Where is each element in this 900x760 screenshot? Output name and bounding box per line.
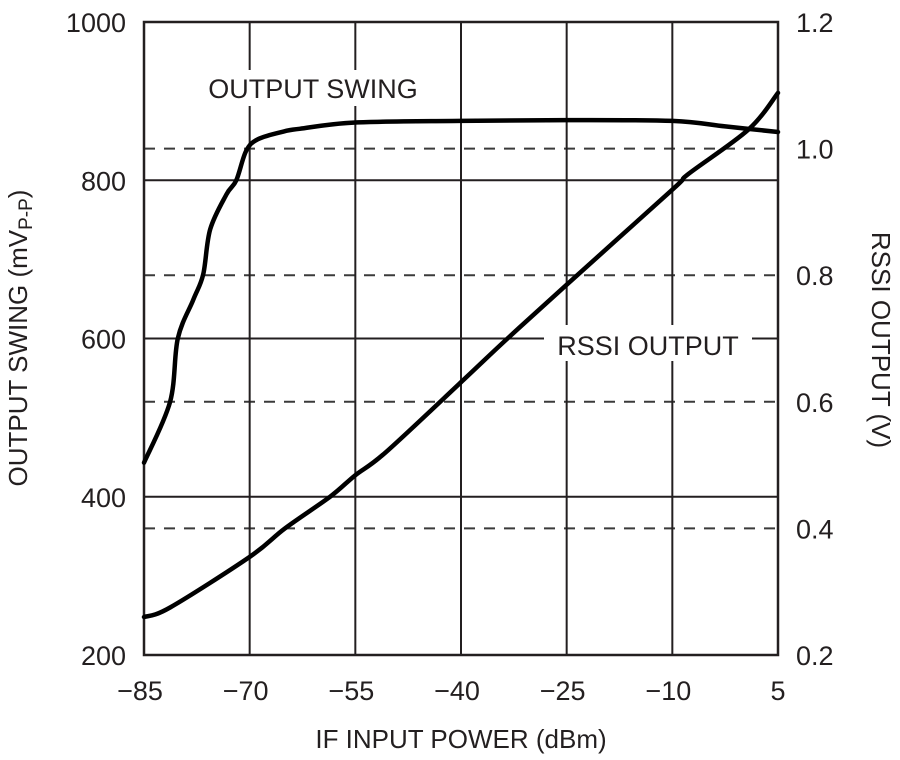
tick-x--85: −85 <box>117 676 163 706</box>
output-swing-curve-label: OUTPUT SWING <box>208 74 418 104</box>
right-y-axis-title: RSSI OUTPUT (V) <box>866 232 896 448</box>
left-y-axis-title-subscript: P-P <box>16 198 37 230</box>
tick-x--40: −40 <box>434 676 480 706</box>
rssi-output-curve-label: RSSI OUTPUT <box>557 331 739 361</box>
left-y-axis-tick-labels: 200 400 600 800 1000 <box>66 8 126 671</box>
output-swing-label-background <box>196 70 432 106</box>
tick-x--70: −70 <box>223 676 269 706</box>
tick-left-1000: 1000 <box>66 8 126 38</box>
tick-x-5: 5 <box>770 676 785 706</box>
left-y-axis-title: OUTPUT SWING (mVP-P) <box>3 190 37 487</box>
right-y-axis-tick-labels: 0.2 0.4 0.6 0.8 1.0 1.2 <box>796 8 834 671</box>
tick-right-0.6: 0.6 <box>796 388 834 418</box>
tick-x--25: −25 <box>540 676 586 706</box>
x-axis-title: IF INPUT POWER (dBm) <box>315 724 606 754</box>
left-y-axis-title-main: OUTPUT SWING (mV <box>3 229 33 486</box>
output-swing-curve <box>141 117 781 465</box>
tick-right-0.8: 0.8 <box>796 261 834 291</box>
left-y-axis-title-end: ) <box>3 190 33 199</box>
tick-x--55: −55 <box>328 676 374 706</box>
tick-right-0.4: 0.4 <box>796 514 834 544</box>
tick-right-1: 1.0 <box>796 135 834 165</box>
tick-x--10: −10 <box>645 676 691 706</box>
tick-left-200: 200 <box>81 641 126 671</box>
tick-right-1.2: 1.2 <box>796 8 834 38</box>
rssi-output-curve <box>141 90 781 620</box>
tick-left-800: 800 <box>81 166 126 196</box>
x-axis-tick-labels: −85 −70 −55 −40 −25 −10 5 <box>117 676 785 706</box>
rssi-label-background <box>544 325 752 361</box>
tick-left-400: 400 <box>81 483 126 513</box>
tick-left-600: 600 <box>81 325 126 355</box>
plot-frame <box>142 20 780 657</box>
tick-right-0.2: 0.2 <box>796 641 834 671</box>
